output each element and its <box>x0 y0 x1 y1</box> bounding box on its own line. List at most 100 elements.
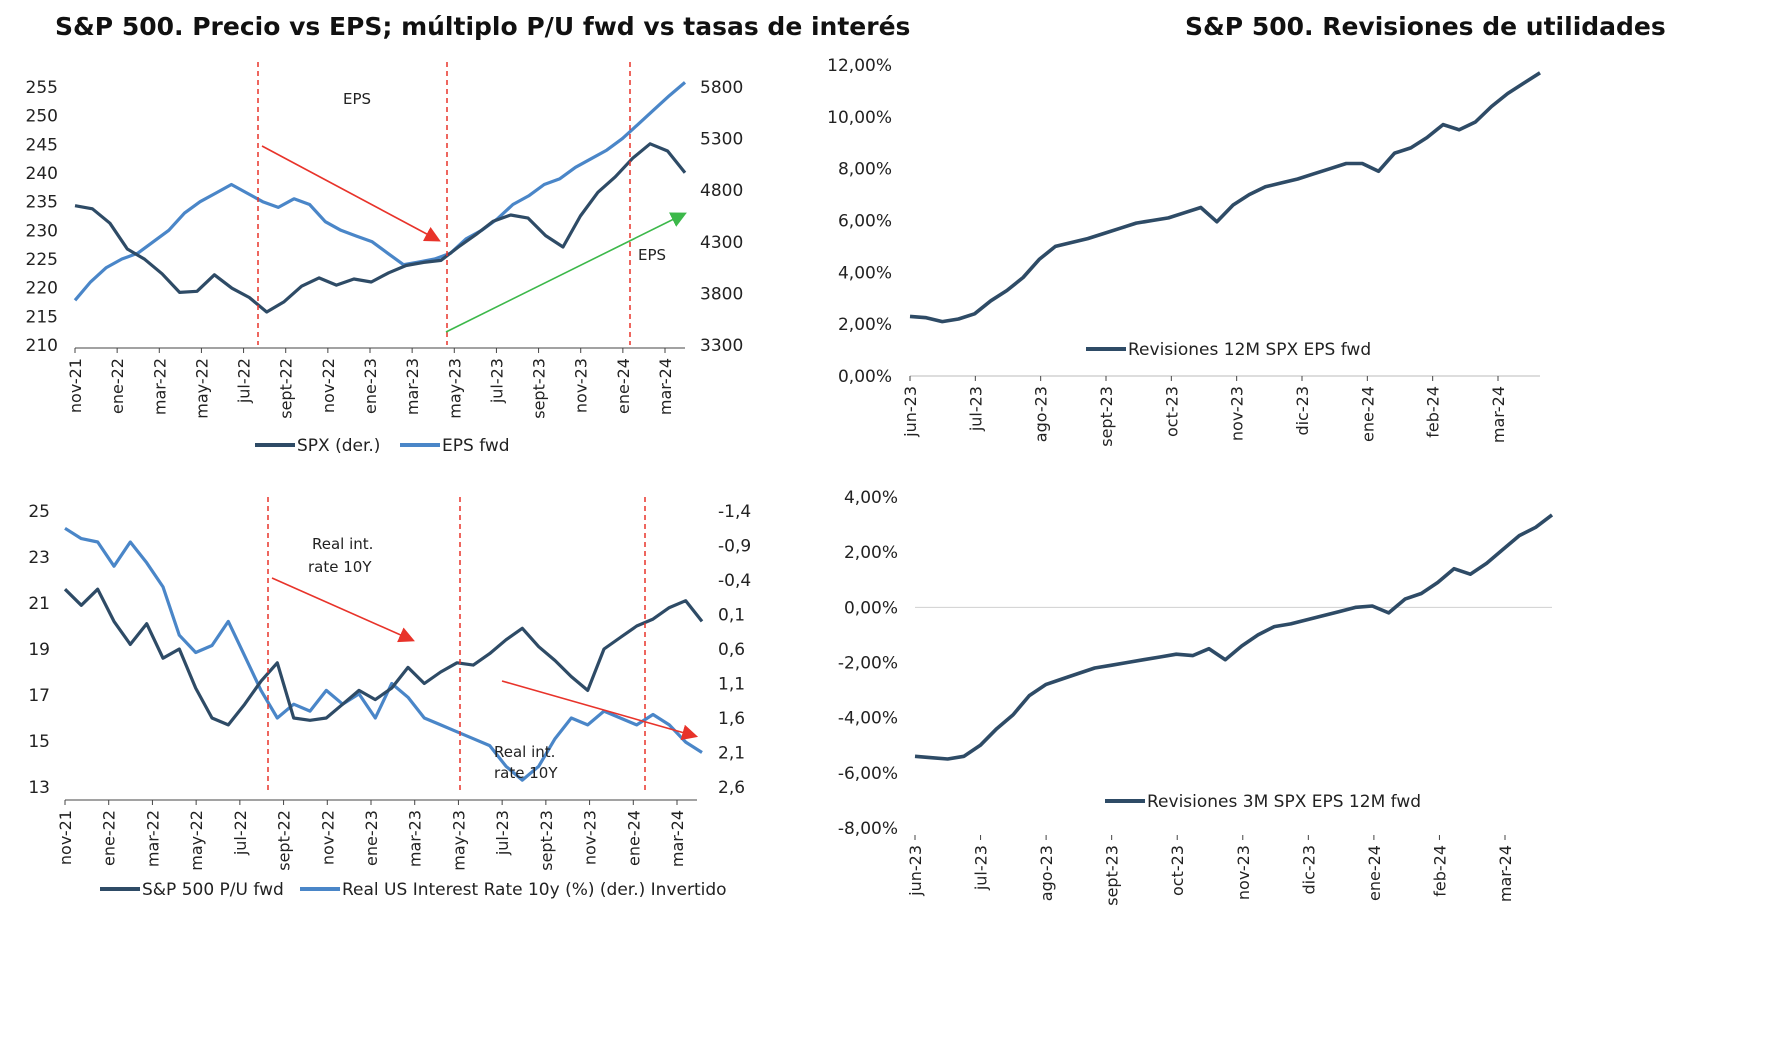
chart1-y-left-tick: 220 <box>26 279 58 299</box>
chart1-x-tick-label: mar-24 <box>656 358 675 415</box>
chart4-x-tick-label: jun-23 <box>906 845 925 897</box>
chart2-x-tick-label: may-23 <box>449 810 468 871</box>
chart4-legend-label: Revisiones 3M SPX EPS 12M fwd <box>1147 792 1421 812</box>
chart2-y-right-tick: -0,9 <box>718 537 751 557</box>
chart4-x-tick-label: oct-23 <box>1168 845 1187 896</box>
chart1-legend-label: SPX (der.) <box>297 436 380 456</box>
chart4-y-tick: -8,00% <box>838 819 898 839</box>
chart2-y-right-tick: 2,6 <box>718 778 745 798</box>
chart4-y-tick: -2,00% <box>838 654 898 674</box>
chart3-x-tick-label: ago-23 <box>1032 386 1051 442</box>
chart4-y-tick: -4,00% <box>838 709 898 729</box>
chart1-trend-arrow <box>261 145 441 242</box>
chart1-y-left-tick: 255 <box>26 78 58 98</box>
chart4-y-tick: 4,00% <box>844 488 898 508</box>
chart1-x-tick-label: may-22 <box>192 358 211 419</box>
chart2-x-tick-label: mar-24 <box>668 810 687 867</box>
chart2-x-tick-label: may-22 <box>187 810 206 871</box>
chart3-y-tick: 6,00% <box>838 212 892 232</box>
chart2-x-tick-label: sept-23 <box>537 810 556 871</box>
chart1-y-right-tick: 5300 <box>700 130 743 150</box>
chart2-y-left-tick: 25 <box>28 502 50 522</box>
chart4-x-tick-label: jul-23 <box>972 845 991 891</box>
chart1-x-tick-label: sept-22 <box>277 358 296 419</box>
chart2-y-left-tick: 17 <box>28 686 50 706</box>
chart2-trend-arrow <box>271 577 415 643</box>
chart1-x-tick-label: jul-22 <box>235 358 254 404</box>
chart1-y-left-tick: 230 <box>26 221 58 241</box>
chart1-legend-label: EPS fwd <box>442 436 510 456</box>
chart4-x-tick-label: nov-23 <box>1234 845 1253 900</box>
chart1-y-right-tick: 4300 <box>700 233 743 253</box>
chart3-y-tick: 0,00% <box>838 367 892 387</box>
chart1-x-tick-label: sept-23 <box>530 358 549 419</box>
chart1-y-left-tick: 235 <box>26 193 58 213</box>
chart2-x-tick-label: jul-23 <box>493 810 512 856</box>
chart2-line-pe <box>63 587 704 727</box>
chart1-x-tick-label: ene-24 <box>614 358 633 414</box>
chart4-x-tick-label: dic-23 <box>1299 845 1318 895</box>
chart1-annotation-eps: EPS <box>343 90 371 108</box>
chart1-x-tick-label: nov-22 <box>319 358 338 413</box>
chart3-x-tick-label: ene-24 <box>1358 386 1377 442</box>
chart3-x-tick-label: jul-23 <box>966 386 985 432</box>
chart2-x-tick-label: ene-24 <box>624 810 643 866</box>
chart2-x-tick-label: ene-23 <box>362 810 381 866</box>
chart1-line-eps-fwd <box>73 81 687 302</box>
chart2-y-right-tick: 1,6 <box>718 709 745 729</box>
chart2-x-tick-label: mar-23 <box>406 810 425 867</box>
chart2-y-left-tick: 15 <box>28 732 50 752</box>
chart1-x-tick-label: ene-22 <box>108 358 127 414</box>
chart2-annotation: Real int. <box>312 535 373 553</box>
chart2-y-left-tick: 21 <box>28 594 50 614</box>
chart4-x-tick-label: mar-24 <box>1496 845 1515 902</box>
chart1-x-tick-label: ene-23 <box>361 358 380 414</box>
chart3-x-tick-label: oct-23 <box>1162 386 1181 437</box>
chart1-y-right-tick: 5800 <box>700 78 743 98</box>
chart4-y-tick: -6,00% <box>838 764 898 784</box>
chart2-y-right-tick: 0,6 <box>718 640 745 660</box>
chart3-x-tick-label: jun-23 <box>901 386 920 438</box>
chart1-y-left-tick: 240 <box>26 164 58 184</box>
chart1-y-left-tick: 225 <box>26 250 58 270</box>
chart2-x-tick-label: ene-22 <box>100 810 119 866</box>
chart1-y-right-tick: 3300 <box>700 336 743 356</box>
chart4-x-tick-label: feb-24 <box>1430 845 1449 897</box>
chart3-y-tick: 12,00% <box>827 56 892 76</box>
chart2-x-tick-label: jul-22 <box>231 810 250 856</box>
chart2-y-right-tick: -1,4 <box>718 502 751 522</box>
chart1-y-right-tick: 4800 <box>700 181 743 201</box>
chart3-legend-label: Revisiones 12M SPX EPS fwd <box>1128 340 1371 360</box>
chart2-annotation: rate 10Y <box>494 764 558 782</box>
chart3-y-tick: 10,00% <box>827 108 892 128</box>
chart3-x-tick-label: nov-23 <box>1228 386 1247 441</box>
left-section-title: S&P 500. Precio vs EPS; múltiplo P/U fwd… <box>55 12 911 41</box>
chart3-y-tick: 2,00% <box>838 315 892 335</box>
chart4-x-tick-label: ene-24 <box>1365 845 1384 901</box>
chart2-x-tick-label: sept-22 <box>275 810 294 871</box>
chart2-annotation: Real int. <box>494 743 555 761</box>
chart1-y-left-tick: 210 <box>26 336 58 356</box>
chart3-x-tick-label: sept-23 <box>1097 386 1116 447</box>
chart4-x-tick-label: ago-23 <box>1037 845 1056 901</box>
chart2-y-right-tick: 0,1 <box>718 606 745 626</box>
chart1-y-left-tick: 250 <box>26 107 58 127</box>
chart1-annotation-eps: EPS <box>638 246 666 264</box>
right-section-title: S&P 500. Revisiones de utilidades <box>1185 12 1666 41</box>
chart4-y-tick: 0,00% <box>844 598 898 618</box>
chart4-line-revisions-3m <box>914 513 1554 761</box>
chart3-line-revisions-12m <box>909 71 1541 324</box>
chart2-y-right-tick: 2,1 <box>718 744 745 764</box>
chart2-trend-arrow <box>501 680 699 741</box>
chart3-y-tick: 4,00% <box>838 263 892 283</box>
chart2-y-left-tick: 13 <box>28 778 50 798</box>
chart3-x-tick-label: mar-24 <box>1489 386 1508 443</box>
chart1-trend-arrow <box>445 212 687 333</box>
chart2-x-tick-label: nov-21 <box>56 810 75 865</box>
chart2-y-left-tick: 19 <box>28 640 50 660</box>
chart1-x-tick-label: mar-23 <box>403 358 422 415</box>
chart4-y-tick: 2,00% <box>844 543 898 563</box>
chart3-x-tick-label: feb-24 <box>1424 386 1443 438</box>
chart1-line-spx <box>74 142 687 314</box>
